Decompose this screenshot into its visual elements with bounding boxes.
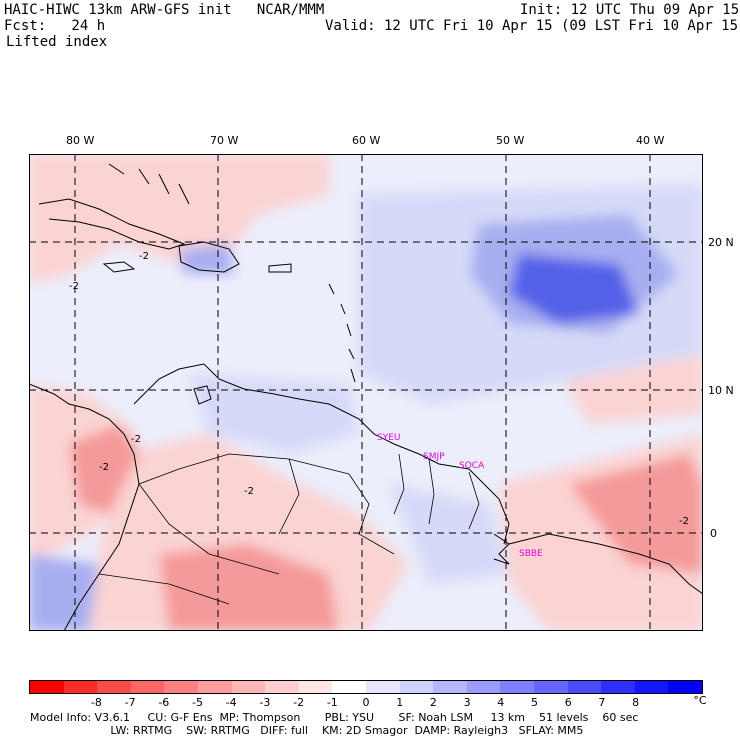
- colorbar-segment: [365, 681, 400, 693]
- cb-tick: -3: [259, 696, 271, 709]
- cb-tick: -5: [192, 696, 203, 709]
- cool-region-hispaniola: [179, 244, 234, 274]
- brazil-coast: [508, 533, 703, 595]
- colorbar-segment: [399, 681, 434, 693]
- colorbar-segment: [601, 681, 635, 693]
- cool-region-caribbean: [189, 374, 359, 454]
- station-syeu: SYEU: [377, 433, 400, 443]
- colorbar-segment: [130, 681, 165, 693]
- cb-tick: 5: [531, 696, 538, 709]
- cb-tick: -6: [158, 696, 170, 709]
- lesser-antilles: [328, 283, 356, 383]
- cool-region-pacific-sw: [29, 554, 99, 631]
- cb-tick: 3: [463, 696, 471, 709]
- cb-tick: -8: [90, 696, 102, 709]
- model-info-line2: LW: RRTMG SW: RRTMG DIFF: full KM: 2D Sm…: [30, 724, 584, 737]
- colorbar-segment: [97, 681, 131, 693]
- colorbar-segment: [63, 681, 98, 693]
- colorbar-segment: [500, 681, 534, 693]
- coastlines: [29, 163, 703, 631]
- lon-label-50w: 50 W: [496, 134, 525, 147]
- colorbar-segment: [466, 681, 501, 693]
- lake-maracaibo: [193, 385, 212, 405]
- contour-label: -2: [69, 281, 79, 292]
- cb-tick: 4: [497, 696, 505, 709]
- colorbar-segment: [298, 681, 333, 693]
- bahamas-coast: [108, 163, 190, 205]
- puerto-rico-coast: [268, 263, 292, 273]
- contour-label: -2: [139, 251, 149, 262]
- map-svg: -2 -2 -2 -2 -2 -2 SYEU SMJP SOCA SBBE: [29, 154, 703, 631]
- model-title: HAIC-HIWC 13km ARW-GFS init NCAR/MMM: [4, 2, 325, 18]
- cb-tick: -2: [293, 696, 305, 709]
- contour-label: -2: [244, 486, 254, 497]
- colorbar-segment: [164, 681, 198, 693]
- colorbar-segment: [668, 681, 702, 693]
- station-soca: SOCA: [459, 461, 485, 471]
- cb-tick: 2: [429, 696, 437, 709]
- lon-label-40w: 40 W: [636, 134, 665, 147]
- cb-tick: 7: [598, 696, 606, 709]
- lat-label-10n: 10 N: [708, 384, 734, 397]
- map-frame: [29, 154, 703, 631]
- lon-label-70w: 70 W: [210, 134, 239, 147]
- station-sbbe: SBBE: [519, 549, 543, 559]
- warm-region-atlantic-core: [569, 454, 703, 574]
- contour-label: -2: [99, 462, 109, 473]
- cb-tick: -1: [326, 696, 338, 709]
- colorbar-segment: [265, 681, 299, 693]
- colorbar-segment: [231, 681, 266, 693]
- cool-region-atlantic-max: [509, 254, 639, 324]
- warm-region-colombia-core: [69, 424, 139, 514]
- hispaniola-coast: [178, 241, 240, 273]
- field-name: Lifted index: [6, 34, 108, 50]
- lat-lon-grid: [29, 154, 703, 631]
- amazon-delta: [493, 533, 510, 565]
- jamaica-coast: [102, 261, 136, 273]
- init-time: Init: 12 UTC Thu 09 Apr 15: [520, 2, 740, 18]
- contour-label: -2: [131, 434, 141, 445]
- cb-tick: -7: [124, 696, 136, 709]
- colorbar-segment: [433, 681, 467, 693]
- cb-tick: 8: [632, 696, 640, 709]
- colorbar-segment: [634, 681, 669, 693]
- cb-tick: 0: [362, 696, 370, 709]
- cb-tick: -4: [225, 696, 237, 709]
- colorbar-segment: [533, 681, 568, 693]
- model-info-line1: Model Info: V3.6.1 CU: G-F Ens MP: Thomp…: [30, 711, 639, 724]
- colorbar-segment: [197, 681, 232, 693]
- cool-region-amazon-east: [389, 484, 509, 584]
- cb-unit: °C: [693, 694, 707, 707]
- colorbar-segment: [30, 681, 64, 693]
- contour-label: -2: [679, 516, 689, 527]
- cb-tick: 6: [564, 696, 572, 709]
- lon-label-60w: 60 W: [352, 134, 381, 147]
- country-borders: [98, 453, 480, 605]
- south-america-north-coast: [133, 363, 510, 545]
- cuba-coast: [38, 198, 186, 250]
- forecast-hour: Fcst: 24 h: [4, 18, 106, 34]
- lon-label-80w: 80 W: [66, 134, 95, 147]
- colorbar-segment: [332, 681, 366, 693]
- lat-label-20n: 20 N: [708, 236, 734, 249]
- warm-region-amazon-core: [159, 544, 339, 631]
- cb-tick: 1: [396, 696, 404, 709]
- valid-time: Valid: 12 UTC Fri 10 Apr 15 (09 LST Fri …: [325, 18, 740, 34]
- colorbar-segment: [567, 681, 602, 693]
- lifted-index-map: -2 -2 -2 -2 -2 -2 SYEU SMJP SOCA SBBE: [29, 154, 703, 631]
- warm-region-caribbean-nw: [29, 154, 329, 284]
- station-smjp: SMJP: [423, 452, 445, 462]
- colorbar: [29, 680, 703, 694]
- lat-label-0: 0: [710, 527, 717, 540]
